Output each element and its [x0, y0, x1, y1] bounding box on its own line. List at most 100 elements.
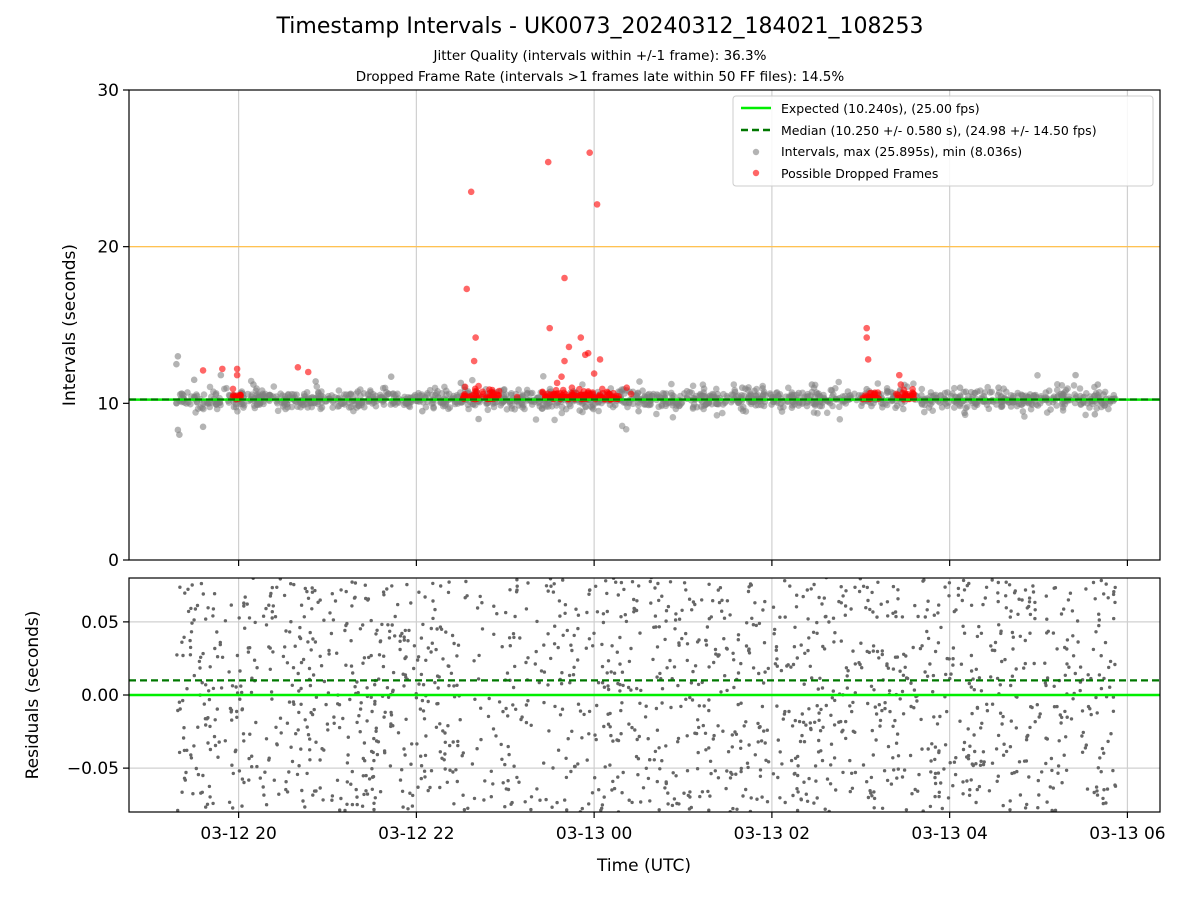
residual-point [936, 771, 941, 775]
residual-point [846, 669, 850, 673]
residual-point [322, 618, 326, 622]
residual-point [546, 683, 550, 687]
residual-point [775, 704, 779, 708]
residual-point [1091, 647, 1096, 652]
residual-point [708, 794, 712, 798]
residual-point [975, 787, 979, 792]
residual-point [893, 610, 898, 614]
residual-point [296, 728, 300, 732]
residual-point [306, 640, 310, 644]
intervals-plot-frame [128, 89, 1161, 561]
interval-point [1095, 389, 1103, 396]
interval-point [532, 416, 540, 423]
residual-point [1051, 786, 1056, 790]
residual-point [461, 751, 465, 755]
residual-point [443, 752, 447, 756]
residual-point [989, 644, 993, 648]
residual-point [1085, 787, 1090, 791]
dropped-frame-point [544, 158, 552, 166]
residual-point [884, 565, 887, 568]
residual-point [207, 697, 212, 702]
residual-point [513, 614, 517, 619]
residual-point [878, 724, 882, 728]
residual-point [361, 661, 365, 665]
residual-point [766, 760, 771, 764]
residual-point [393, 614, 397, 619]
interval-point [984, 383, 991, 391]
residual-point [311, 673, 316, 677]
residual-point [297, 710, 301, 715]
residual-point [789, 758, 794, 763]
residual-point [435, 702, 439, 706]
residual-point [237, 616, 241, 620]
residual-point [875, 615, 879, 619]
residual-point [389, 724, 393, 729]
residual-point [1004, 594, 1008, 598]
residual-point [972, 733, 976, 737]
residual-point [301, 799, 305, 803]
residual-point [1001, 753, 1006, 757]
residual-point [639, 688, 643, 693]
residual-point [353, 581, 358, 585]
residual-point [636, 757, 641, 761]
residual-point [912, 706, 916, 710]
interval-point [274, 407, 282, 415]
interval-point [900, 405, 907, 413]
residual-point [501, 709, 505, 714]
residual-point [1091, 580, 1096, 585]
residual-point [819, 749, 823, 753]
interval-point [883, 387, 891, 395]
residual-point [269, 690, 274, 694]
residual-point [369, 749, 374, 754]
interval-point [1019, 408, 1027, 415]
residual-point [1022, 759, 1027, 763]
residual-point [378, 639, 383, 643]
residual-point [1045, 617, 1049, 621]
residual-point [718, 586, 723, 590]
residual-point [227, 670, 231, 674]
residual-point [478, 572, 481, 575]
residual-point [778, 750, 782, 754]
residual-point [636, 773, 640, 777]
interval-outlier-point [1072, 371, 1079, 379]
residual-point [307, 666, 312, 671]
residual-point [611, 779, 615, 784]
residual-point [750, 616, 754, 620]
residual-point [664, 744, 668, 748]
residual-point [1102, 751, 1106, 755]
residual-point [746, 589, 751, 594]
residual-point [396, 567, 399, 570]
residual-point [364, 773, 368, 778]
residual-point [693, 602, 697, 607]
residual-point [354, 787, 358, 792]
residual-point [775, 664, 779, 668]
residual-point [665, 666, 669, 670]
residual-point [345, 780, 349, 784]
residual-point [1007, 583, 1012, 587]
dropped-frame-point [909, 385, 916, 393]
residual-point [638, 701, 642, 705]
residual-point [815, 796, 819, 800]
interval-point [346, 391, 353, 398]
residual-point [725, 769, 729, 773]
residual-point [891, 667, 896, 671]
residual-point [630, 800, 634, 805]
residual-point [901, 673, 906, 677]
residual-point [783, 709, 787, 714]
residual-point [896, 754, 901, 758]
residual-point [194, 766, 198, 771]
residual-point [572, 764, 577, 769]
residual-point [660, 701, 664, 705]
residual-point [1084, 743, 1089, 747]
residual-point [465, 594, 469, 598]
residual-point [1094, 695, 1098, 700]
residual-point [1071, 654, 1076, 658]
residual-point [706, 789, 710, 794]
residual-point [682, 581, 687, 585]
residual-point [248, 732, 252, 736]
residual-point [332, 721, 336, 725]
residual-point [230, 684, 235, 688]
residual-point [965, 779, 969, 783]
residual-point [391, 670, 396, 675]
residual-point [801, 594, 805, 599]
